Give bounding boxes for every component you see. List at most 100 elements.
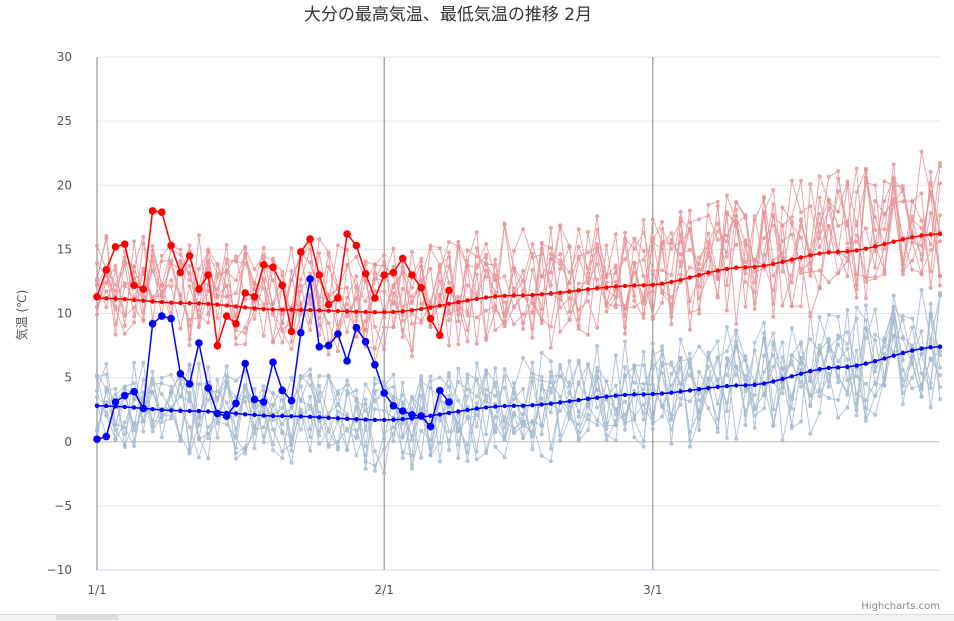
background-max-series-point	[502, 311, 507, 315]
highcharts-credit-link[interactable]: Highcharts.com	[861, 601, 940, 612]
background-max-series-point	[178, 247, 183, 252]
background-max-series-point	[650, 240, 655, 245]
background-max-series-point	[363, 278, 368, 283]
average-max-series-point	[409, 308, 415, 313]
background-max-series-point	[95, 261, 99, 266]
average-min-series-point	[558, 400, 563, 405]
background-min-series-point	[706, 406, 711, 411]
background-min-series-point	[196, 455, 201, 460]
background-max-series-point	[715, 229, 720, 234]
highlight-max-series-point	[371, 294, 379, 302]
background-min-series-point	[938, 397, 942, 401]
background-min-series-point	[252, 386, 257, 391]
background-min-series-point	[576, 436, 581, 441]
background-min-series-point	[363, 382, 368, 387]
background-max-series-point	[623, 257, 627, 262]
background-max-series-point	[261, 245, 266, 250]
background-min-series-point	[437, 418, 442, 423]
background-min-series-point	[873, 338, 878, 343]
background-max-series-point	[780, 303, 785, 308]
background-min-series-point	[928, 337, 933, 342]
average-min-series-point	[780, 376, 785, 382]
background-min-series-point	[928, 385, 933, 390]
background-max-series-point	[743, 304, 748, 309]
background-max-series-point	[456, 240, 461, 244]
background-max-series-point	[678, 240, 683, 245]
background-max-series-point	[595, 227, 600, 232]
background-min-series-point	[900, 384, 905, 388]
background-min-series-point	[271, 391, 275, 395]
background-min-series-point	[317, 418, 322, 423]
background-min-series-point	[854, 316, 859, 321]
background-min-series-point	[132, 381, 137, 386]
average-max-series-point	[622, 283, 628, 289]
background-max-series-point	[641, 274, 646, 279]
background-max-series-point	[863, 167, 868, 171]
average-max-series-point	[891, 239, 896, 244]
bottom-tab[interactable]	[56, 615, 118, 620]
background-min-series-point	[771, 331, 776, 336]
background-min-series-point	[576, 380, 581, 385]
background-min-series-point	[261, 425, 266, 430]
background-max-series-point	[187, 264, 192, 268]
background-max-series-point	[919, 218, 924, 223]
background-min-series-point	[780, 340, 785, 345]
background-max-series-point	[410, 321, 414, 326]
average-min-series-point	[178, 408, 183, 413]
background-min-series-point	[206, 365, 211, 370]
average-min-series-point	[854, 363, 859, 368]
background-max-series-point	[447, 311, 451, 316]
average-max-series-point	[141, 298, 146, 303]
background-min-series-point	[660, 403, 665, 408]
background-min-series-point	[391, 431, 396, 436]
background-max-series-point	[623, 306, 627, 311]
background-max-series-point	[780, 269, 785, 274]
background-max-series-point	[863, 296, 868, 301]
background-max-series-point	[632, 298, 637, 303]
background-min-series-point	[243, 395, 248, 399]
background-max-series-point	[465, 328, 470, 333]
highlight-min-series-point	[408, 411, 416, 419]
average-max-series-point	[706, 270, 711, 275]
background-max-series-point	[391, 325, 396, 330]
background-min-series-point	[586, 362, 590, 367]
average-min-series-point	[928, 345, 933, 350]
background-max-series-point	[873, 249, 878, 254]
background-min-series-point	[493, 366, 498, 371]
background-min-series-point	[938, 365, 942, 370]
background-min-series-point	[410, 438, 414, 443]
background-min-series-point	[595, 369, 600, 374]
background-min-series-point	[928, 341, 933, 345]
average-min-series-point	[826, 365, 831, 371]
average-min-series-point	[446, 410, 452, 416]
background-max-series-point	[734, 242, 739, 247]
average-max-series-point	[326, 308, 331, 313]
background-min-series-point	[780, 366, 785, 371]
average-max-series-point	[382, 310, 387, 315]
background-min-series-point	[548, 410, 553, 415]
background-max-series-point	[215, 316, 220, 320]
background-max-series-point	[502, 323, 507, 328]
background-min-series-point	[780, 355, 785, 360]
background-max-series-point	[437, 246, 442, 250]
average-max-series-point	[261, 306, 266, 312]
background-min-series-point	[558, 394, 563, 399]
background-max-series-point	[104, 305, 109, 310]
background-max-series-point	[928, 211, 933, 216]
background-max-series-point	[873, 276, 878, 281]
background-min-series-point	[724, 356, 729, 361]
background-min-series-point	[817, 389, 822, 394]
background-min-series-point	[419, 406, 424, 411]
background-max-series-point	[854, 239, 859, 244]
background-min-series-point	[95, 388, 99, 393]
background-min-series-point	[493, 430, 498, 435]
background-max-series-point	[345, 247, 350, 252]
background-min-series-point	[900, 336, 905, 341]
background-min-series-point	[308, 394, 313, 399]
background-min-series-point	[382, 430, 387, 435]
background-max-series-point	[595, 325, 600, 330]
background-min-series-point	[650, 367, 655, 371]
average-max-series-point	[696, 272, 702, 278]
background-max-series	[95, 166, 942, 365]
background-max-series-point	[687, 228, 692, 233]
